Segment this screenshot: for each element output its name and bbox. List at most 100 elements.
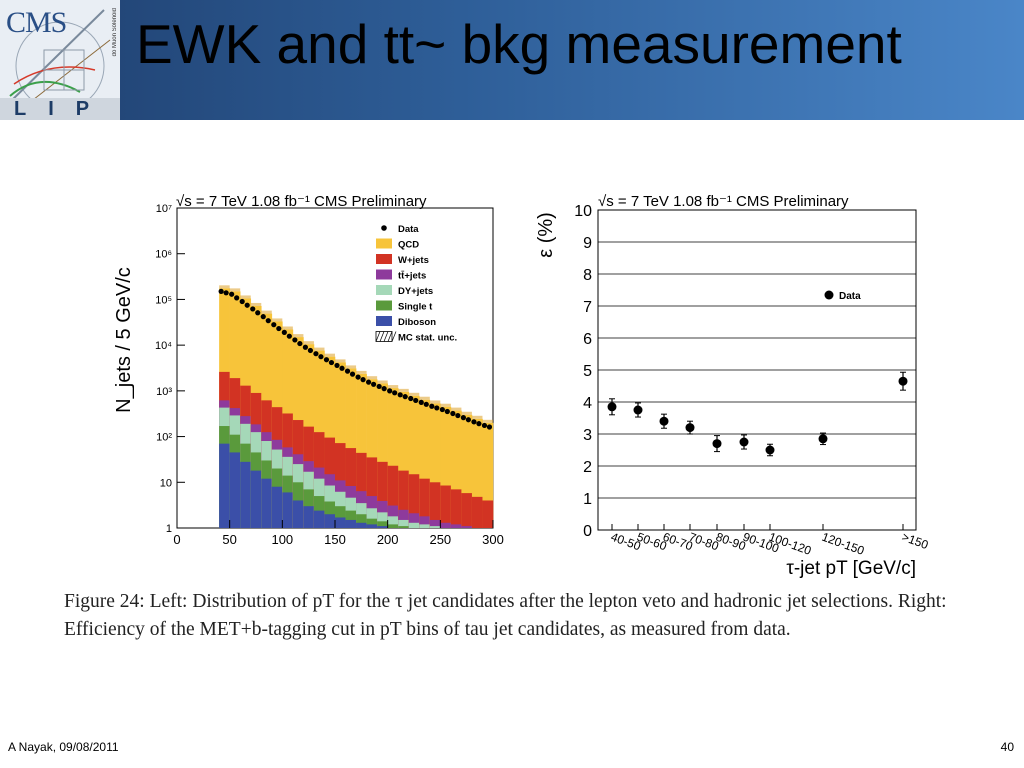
right-y-axis-label: ε (%): [535, 212, 557, 258]
legend-label: QCD: [398, 240, 419, 251]
bar-single-t: [345, 510, 357, 528]
mc-stat-unc-band: [450, 407, 462, 411]
data-point: [366, 379, 372, 385]
data-point: [218, 288, 224, 294]
left-y-ticks: 1 10 10² 10³ 10⁴ 10⁵ 10⁶ 10⁷: [155, 203, 185, 535]
legend-swatch: [376, 316, 392, 326]
legend-label: Single t: [398, 302, 433, 313]
data-point: [818, 434, 828, 444]
bar-tt-jets: [461, 526, 473, 528]
data-point: [685, 423, 695, 433]
legend-swatch: [376, 269, 392, 280]
bar-qcd: [377, 383, 388, 528]
legend-swatch: [376, 300, 392, 311]
left-data-points: [218, 288, 493, 430]
mc-stat-unc-band: [377, 380, 388, 384]
bar-tt-jets: [398, 509, 410, 528]
legend-label: tt̄+jets: [398, 271, 426, 282]
data-point: [297, 340, 303, 347]
legend-label: W+jets: [398, 255, 429, 266]
bar-w-jets: [450, 489, 462, 528]
bar-diboson: [356, 522, 367, 528]
left-chart-title: √s = 7 TeV 1.08 fb⁻¹ CMS Preliminary: [176, 193, 427, 210]
bar-diboson: [335, 517, 346, 528]
bar-single-t: [377, 521, 388, 528]
left-legend: Data QCD W+jets tt̄+jets DY+jets Single t Dibo…: [375, 224, 457, 344]
bar-tt-jets: [450, 524, 462, 528]
bar-qcd: [387, 388, 399, 528]
logo-lip-text: LIP: [0, 98, 120, 120]
data-point: [607, 402, 617, 412]
mc-stat-unc-band: [482, 419, 493, 423]
legend-label: DY+jets: [398, 286, 433, 297]
bar-qcd: [471, 418, 483, 528]
bar-dy-jets: [429, 526, 441, 528]
bar-w-jets: [366, 457, 378, 528]
slide-header: CMS do Muon Solenoid LIP EWK and tt~ bkg…: [0, 0, 1024, 120]
data-point: [413, 397, 419, 404]
bar-diboson: [345, 519, 357, 528]
mc-stat-unc-band: [356, 370, 367, 374]
bar-qcd: [366, 379, 378, 528]
mc-stat-unc-band: [282, 326, 293, 330]
data-point: [349, 371, 356, 377]
data-point: [328, 359, 335, 366]
cms-lip-logo: CMS do Muon Solenoid LIP: [0, 0, 120, 120]
bar-w-jets: [482, 500, 494, 528]
bar-dy-jets: [366, 508, 378, 528]
x-tick-label: 0: [173, 532, 180, 547]
mc-stat-unc-band: [313, 347, 325, 351]
y-tick-label: 10⁶: [155, 249, 172, 261]
left-y-axis-label: N_jets / 5 GeV/c: [113, 267, 135, 413]
data-point: [260, 314, 266, 320]
bar-qcd: [356, 373, 367, 528]
mc-stat-unc-band: [229, 288, 241, 292]
data-point: [439, 406, 445, 413]
bar-tt-jets: [408, 513, 420, 528]
data-point: [307, 347, 313, 354]
bar-diboson: [271, 486, 283, 528]
bar-w-jets: [440, 485, 452, 528]
data-point: [339, 365, 345, 371]
data-point: [302, 344, 308, 350]
y-tick-label: 2: [583, 459, 592, 476]
mc-stat-unc-band: [240, 295, 251, 299]
bar-qcd: [408, 395, 420, 528]
y-tick-label: 4: [583, 395, 592, 412]
mc-stat-unc-band: [408, 392, 420, 396]
mc-stat-unc-band: [461, 411, 472, 415]
data-point: [229, 291, 235, 297]
mc-stat-unc-band: [292, 334, 304, 338]
right-chart: 0 1 2 3 4 5 6 7 8 9 10 40-5050-6060-7070-8080-9090…: [535, 193, 930, 579]
x-tick-label: 300: [482, 532, 504, 547]
y-tick-label: 3: [583, 427, 592, 444]
legend-label: Data: [398, 224, 419, 235]
bar-diboson: [229, 452, 241, 528]
bar-tt-jets: [440, 522, 452, 528]
y-tick-label: 1: [583, 491, 592, 508]
footer-author-date: A Nayak, 09/08/2011: [8, 740, 119, 754]
right-legend: Data: [824, 290, 861, 302]
bar-w-jets: [398, 470, 410, 528]
legend-hatch-line: [375, 331, 381, 342]
data-point: [371, 381, 377, 387]
legend-swatch-mc-stat-unc: [375, 331, 393, 342]
data-point: [633, 405, 643, 415]
bar-diboson: [303, 506, 315, 528]
data-point: [402, 394, 408, 400]
legend-label: Diboson: [398, 317, 436, 328]
bar-single-t: [366, 518, 378, 528]
data-point: [244, 302, 250, 308]
right-data-points: [607, 371, 908, 457]
bar-w-jets: [419, 478, 431, 528]
data-point: [250, 306, 256, 312]
figure-area: 0 50 100 150 200 250 300 11010²10³10⁴10⁵10⁶10⁷…: [113, 193, 930, 579]
data-point: [898, 376, 908, 386]
x-tick-label: 50: [222, 532, 236, 547]
x-tick-label: 120-150: [820, 530, 866, 558]
bar-diboson: [313, 510, 325, 528]
bar-qcd: [429, 403, 441, 528]
x-tick-label: 200: [377, 532, 399, 547]
bar-diboson: [250, 470, 262, 528]
y-tick-label: 10²: [156, 432, 172, 444]
